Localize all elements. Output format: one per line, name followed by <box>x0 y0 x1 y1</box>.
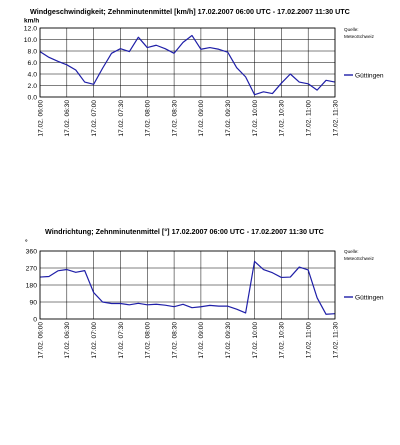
y-axis-unit: ° <box>25 238 28 246</box>
grid <box>39 250 336 320</box>
x-tick-label: 17.02. 09:30 <box>225 322 232 359</box>
x-tick-label: 17.02. 11:00 <box>305 322 312 359</box>
x-tick-label: 17.02. 09:00 <box>198 322 205 359</box>
legend-label: Güttingen <box>355 73 384 80</box>
x-tick-labels: 17.02. 06:00 17.02. 06:30 17.02. 07:00 17.0… <box>37 322 339 359</box>
x-tick-label: 17.02. 11:00 <box>305 100 312 137</box>
y-tick-label: 360 <box>26 248 38 255</box>
legend-label: Güttingen <box>355 295 384 302</box>
x-tick-labels: 17.02. 06:00 17.02. 06:30 17.02. 07:00 17.0… <box>37 100 339 137</box>
x-tick-label: 17.02. 07:30 <box>118 322 125 359</box>
y-tick-label: 12.0 <box>24 25 37 32</box>
y-tick-label: 90 <box>29 299 37 306</box>
y-tick-label: 0.0 <box>28 94 38 101</box>
wind-direction-chart: Windrichtung; Zehnminutenmittel [°] 17.0… <box>25 227 384 359</box>
x-tick-label: 17.02. 07:00 <box>91 100 98 137</box>
y-tick-label: 270 <box>26 265 38 272</box>
y-tick-labels: 0 90 180 270 360 <box>26 248 38 323</box>
y-tick-label: 6.0 <box>28 60 38 67</box>
x-tick-label: 17.02. 11:30 <box>332 100 339 137</box>
x-tick-label: 17.02. 08:30 <box>171 100 178 137</box>
x-tick-label: 17.02. 10:00 <box>252 322 259 359</box>
x-tick-label: 17.02. 08:00 <box>145 322 152 359</box>
x-tick-label: 17.02. 09:30 <box>225 100 232 137</box>
y-axis-unit: km/h <box>24 18 39 25</box>
x-tick-label: 17.02. 06:30 <box>64 322 71 359</box>
y-tick-label: 8.0 <box>28 48 38 55</box>
x-tick-label: 17.02. 10:00 <box>252 100 259 137</box>
x-tick-label: 17.02. 09:00 <box>198 100 205 137</box>
source-name: MeteoSchweiz <box>344 256 375 261</box>
series-line-guttingen <box>39 34 336 96</box>
y-tick-label: 2.0 <box>28 83 38 90</box>
chart-title: Windrichtung; Zehnminutenmittel [°] 17.0… <box>45 227 324 236</box>
y-tick-label: 180 <box>26 282 38 289</box>
x-tick-label: 17.02. 11:30 <box>332 322 339 359</box>
x-tick-label: 17.02. 10:30 <box>279 322 286 359</box>
x-tick-label: 17.02. 06:00 <box>37 100 44 137</box>
series-group <box>39 34 336 96</box>
x-tick-label: 17.02. 07:00 <box>91 322 98 359</box>
x-tick-label: 17.02. 08:00 <box>145 100 152 137</box>
plot-frame <box>39 27 336 98</box>
source-label: Quelle: <box>344 27 359 32</box>
x-tick-label: 17.02. 06:00 <box>37 322 44 359</box>
x-tick-label: 17.02. 10:30 <box>279 100 286 137</box>
x-tick-label: 17.02. 07:30 <box>118 100 125 137</box>
y-tick-label: 4.0 <box>28 71 38 78</box>
source-label: Quelle: <box>344 249 359 254</box>
series-group <box>39 260 336 315</box>
y-tick-labels: 0.0 2.0 4.0 6.0 8.0 10.0 12.0 <box>24 25 37 101</box>
y-tick-label: 0 <box>33 316 37 323</box>
y-tick-label: 10.0 <box>24 37 37 44</box>
series-line-guttingen <box>39 260 336 315</box>
x-tick-label: 17.02. 06:30 <box>64 100 71 137</box>
source-name: MeteoSchweiz <box>344 34 375 39</box>
x-tick-label: 17.02. 08:30 <box>171 322 178 359</box>
grid <box>39 27 336 98</box>
plot-frame <box>39 250 336 320</box>
chart-title: Windgeschwindigkeit; Zehnminutenmittel [… <box>30 7 350 16</box>
wind-speed-chart: Windgeschwindigkeit; Zehnminutenmittel [… <box>24 7 384 137</box>
